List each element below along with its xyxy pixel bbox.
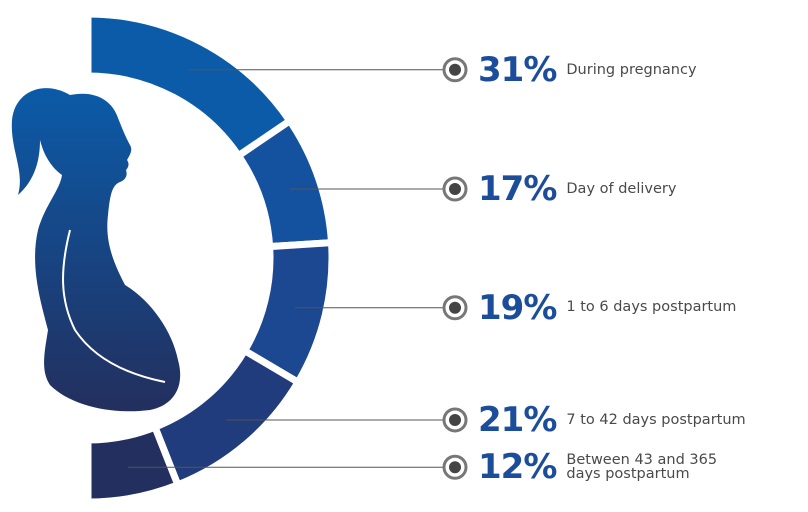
marker-dot: [449, 63, 461, 76]
label: 17% Day of delivery: [478, 167, 676, 211]
label: 19% 1 to 6 days postpartum: [478, 286, 736, 330]
percent-label: 17%: [478, 169, 557, 209]
category-label: Between 43 and 365 days postpartum: [566, 451, 718, 483]
category-label: Day of delivery: [566, 180, 677, 197]
marker-dot: [449, 413, 461, 426]
percent-label: 21%: [478, 399, 557, 440]
silhouette: [11, 88, 181, 412]
marker-dot: [449, 301, 461, 314]
category-label: 1 to 6 days postpartum: [566, 299, 737, 316]
label: 21% 7 to 42 days postpartum: [478, 398, 746, 442]
arc-segment: [84, 422, 183, 506]
category-label: During pregnancy: [566, 61, 697, 78]
marker-dot: [449, 461, 461, 474]
silhouette-arm: [62, 229, 166, 383]
percent-label: 19%: [478, 287, 557, 328]
marker-dot: [449, 183, 461, 196]
label: 31% During pregnancy: [478, 48, 697, 92]
percent-label: 31%: [478, 49, 557, 90]
percent-label: 12%: [478, 447, 557, 488]
category-label: 7 to 42 days postpartum: [566, 411, 746, 428]
label: 12% Between 43 and 365 days postpartum: [478, 445, 717, 489]
